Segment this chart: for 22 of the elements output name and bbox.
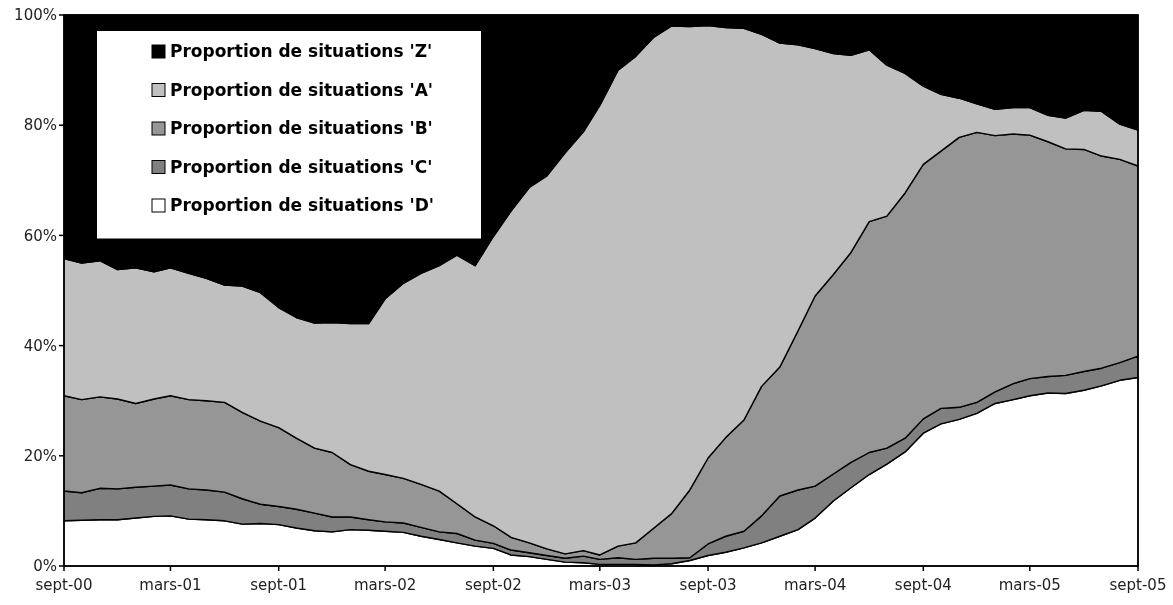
y-tick-label: 40%: [23, 336, 57, 355]
legend-label: Proportion de situations 'D': [170, 195, 434, 215]
y-tick-label: 20%: [23, 447, 57, 466]
y-tick-label: 60%: [23, 226, 57, 245]
legend-label: Proportion de situations 'A': [170, 79, 434, 100]
x-tick-label: mars-05: [998, 576, 1061, 594]
x-tick-label: mars-04: [783, 576, 847, 594]
x-tick-label: mars-02: [353, 576, 417, 594]
x-tick-label: sept-00: [35, 576, 93, 594]
x-tick-label: sept-04: [894, 576, 952, 594]
x-tick-label: mars-03: [568, 576, 631, 594]
x-tick-label: sept-05: [1109, 576, 1167, 594]
x-tick-label: sept-02: [464, 576, 522, 594]
legend-label: Proportion de situations 'Z': [170, 41, 433, 61]
y-tick-label: 0%: [33, 557, 57, 576]
x-tick-label: mars-01: [139, 576, 202, 594]
x-tick-label: sept-01: [250, 576, 308, 594]
x-tick-label: sept-03: [679, 576, 737, 594]
y-tick-label: 100%: [14, 6, 57, 25]
y-tick-label: 80%: [23, 116, 57, 135]
legend-label: Proportion de situations 'C': [170, 156, 433, 177]
legend-label: Proportion de situations 'B': [170, 118, 433, 138]
